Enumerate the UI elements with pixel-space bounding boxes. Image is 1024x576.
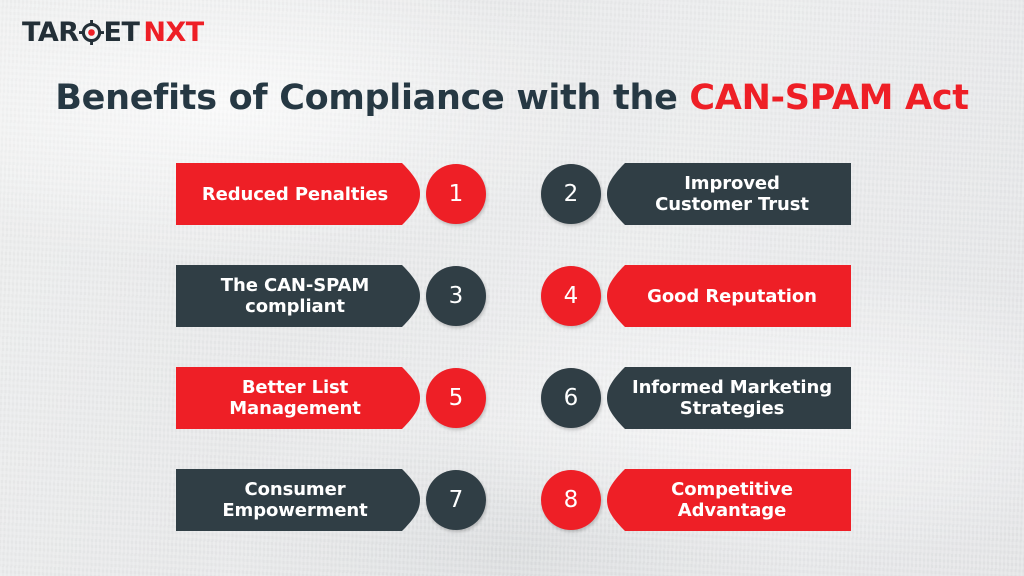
benefit-item-4[interactable]: 4 Good Reputation — [541, 265, 851, 327]
logo-text-part-1: TAR — [22, 16, 79, 48]
benefit-number-badge: 5 — [426, 368, 486, 428]
benefit-number-badge: 4 — [541, 266, 601, 326]
benefit-item-8[interactable]: 8 Competitive Advantage — [541, 469, 851, 531]
target-crosshair-icon — [78, 19, 104, 45]
benefit-label-bar: Improved Customer Trust — [601, 163, 851, 225]
benefit-label-bar: Better List Management — [176, 367, 426, 429]
benefit-item-7[interactable]: Consumer Empowerment 7 — [176, 469, 486, 531]
benefit-number-badge: 3 — [426, 266, 486, 326]
benefit-label-bar: Consumer Empowerment — [176, 469, 426, 531]
benefit-number-badge: 2 — [541, 164, 601, 224]
page-title-highlight: CAN-SPAM Act — [689, 78, 969, 118]
benefit-label-bar: The CAN-SPAM compliant — [176, 265, 426, 327]
benefit-number-badge: 1 — [426, 164, 486, 224]
benefit-item-3[interactable]: The CAN-SPAM compliant 3 — [176, 265, 486, 327]
logo-text-nxt: NXT — [143, 16, 204, 48]
benefit-label-bar: Competitive Advantage — [601, 469, 851, 531]
logo-text-part-2: ET — [103, 16, 140, 48]
benefit-item-2[interactable]: 2 Improved Customer Trust — [541, 163, 851, 225]
page-title: Benefits of Compliance with the CAN-SPAM… — [0, 76, 1024, 120]
brand-logo: TAR ET NXT — [22, 17, 204, 47]
page-title-lead: Benefits of Compliance with the — [55, 78, 690, 118]
benefit-item-1[interactable]: Reduced Penalties 1 — [176, 163, 486, 225]
benefit-label-bar: Informed Marketing Strategies — [601, 367, 851, 429]
benefit-number-badge: 7 — [426, 470, 486, 530]
benefit-number-badge: 8 — [541, 470, 601, 530]
benefit-label-bar: Good Reputation — [601, 265, 851, 327]
benefit-number-badge: 6 — [541, 368, 601, 428]
benefit-item-6[interactable]: 6 Informed Marketing Strategies — [541, 367, 851, 429]
benefit-item-5[interactable]: Better List Management 5 — [176, 367, 486, 429]
logo-wordmark: TAR ET NXT — [22, 19, 204, 46]
benefit-label-bar: Reduced Penalties — [176, 163, 426, 225]
